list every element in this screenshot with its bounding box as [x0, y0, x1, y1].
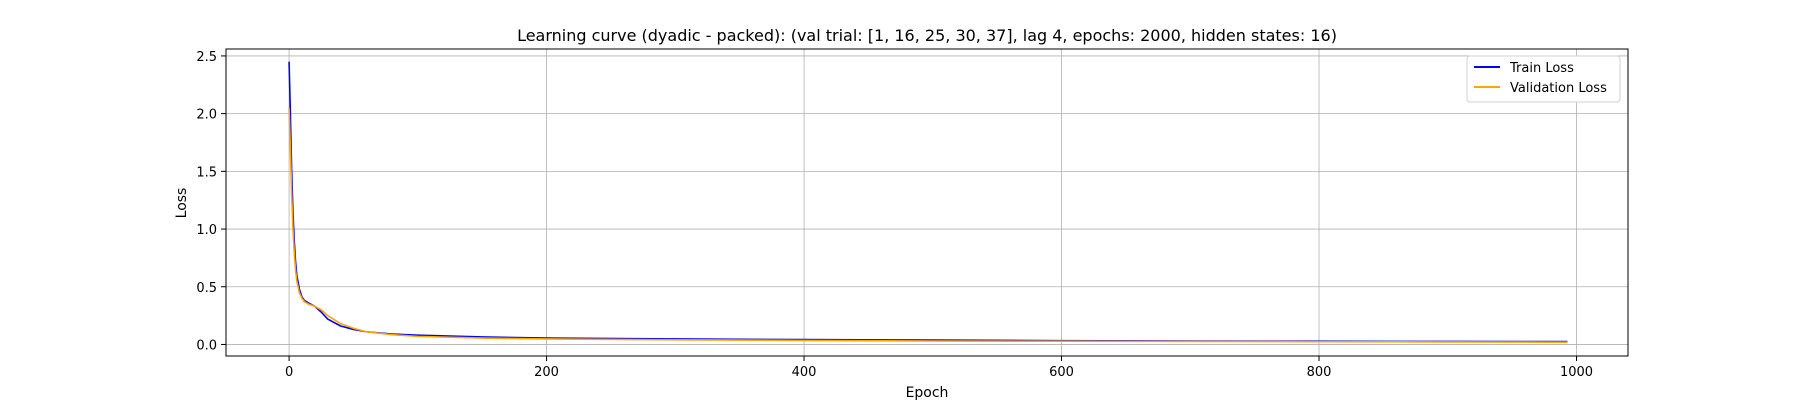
- x-tick-label: 200: [534, 365, 559, 380]
- series-line-train-loss: [288, 61, 1568, 343]
- y-tick-label: 2.5: [196, 50, 217, 65]
- y-tick-label: 1.0: [196, 223, 217, 238]
- plot-area-frame: [225, 48, 1629, 357]
- legend: Train Loss Validation Loss: [1466, 55, 1621, 103]
- x-tick-label: 0: [285, 365, 293, 380]
- chart-title: Learning curve (dyadic - packed): (val t…: [517, 26, 1337, 45]
- x-tick-label: 1000: [1560, 365, 1593, 380]
- y-tick-label: 0.5: [196, 281, 217, 296]
- y-tick-label: 0.0: [196, 338, 217, 353]
- y-tick-label: 2.0: [196, 108, 217, 123]
- series-lines: [288, 61, 1568, 343]
- x-tick-label: 800: [1307, 365, 1332, 380]
- y-axis-label: Loss: [174, 188, 190, 219]
- x-axis-label: Epoch: [906, 385, 949, 400]
- axis-ticks: 0 200 400 600 800 1000 0.0 0.5 1.0 1.5 2.0 2.5: [196, 50, 1593, 380]
- legend-box: [1466, 55, 1621, 103]
- y-tick-label: 1.5: [196, 165, 217, 180]
- x-tick-label: 400: [792, 365, 817, 380]
- x-tick-label: 600: [1049, 365, 1074, 380]
- legend-label-train-loss: Train Loss: [1509, 61, 1574, 76]
- series-line-validation-loss: [288, 107, 1568, 343]
- legend-label-validation-loss: Validation Loss: [1510, 81, 1607, 96]
- grid: [226, 49, 1628, 356]
